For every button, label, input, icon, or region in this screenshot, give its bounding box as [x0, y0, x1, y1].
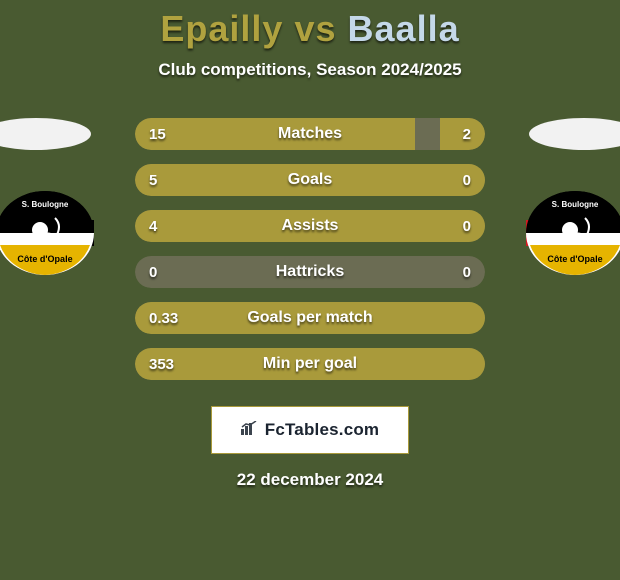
chart-icon [241, 421, 259, 440]
stat-row: 353Min per goal [135, 348, 485, 380]
player1-side: S. Boulogne Côte d'Opale [0, 118, 120, 276]
stat-right-value: 0 [449, 210, 485, 242]
stat-label: Assists [135, 210, 485, 242]
svg-text:Côte d'Opale: Côte d'Opale [547, 254, 602, 264]
comparison-bars: 15Matches25Goals04Assists00Hattricks00.3… [135, 118, 485, 394]
subtitle: Club competitions, Season 2024/2025 [0, 60, 620, 80]
stat-row: 15Matches2 [135, 118, 485, 150]
svg-text:Côte d'Opale: Côte d'Opale [17, 254, 72, 264]
stat-label: Goals [135, 164, 485, 196]
stat-row: 0.33Goals per match [135, 302, 485, 334]
date-label: 22 december 2024 [0, 470, 620, 490]
stat-label: Goals per match [135, 302, 485, 334]
svg-text:S. Boulogne: S. Boulogne [552, 200, 599, 209]
stat-label: Hattricks [135, 256, 485, 288]
vs-label: vs [294, 8, 336, 49]
stat-right-value: 0 [449, 164, 485, 196]
stat-right-value: 2 [449, 118, 485, 150]
player1-country-ellipse [0, 118, 91, 150]
stat-label: Min per goal [135, 348, 485, 380]
player2-club-logo: S. Boulogne Côte d'Opale [525, 190, 620, 276]
watermark-badge: FcTables.com [211, 406, 409, 454]
stat-row: 4Assists0 [135, 210, 485, 242]
player1-name: Epailly [160, 8, 283, 49]
player2-country-ellipse [529, 118, 620, 150]
stat-right-value [457, 302, 485, 334]
stat-row: 0Hattricks0 [135, 256, 485, 288]
player2-side: S. Boulogne Côte d'Opale [500, 118, 620, 276]
stat-label: Matches [135, 118, 485, 150]
boulogne-badge-icon: S. Boulogne Côte d'Opale [525, 190, 620, 276]
stat-right-value [457, 348, 485, 380]
stat-row: 5Goals0 [135, 164, 485, 196]
boulogne-badge-icon: S. Boulogne Côte d'Opale [0, 190, 95, 276]
watermark-text: FcTables.com [265, 420, 380, 440]
page-title: Epailly vs Baalla [0, 0, 620, 50]
stat-right-value: 0 [449, 256, 485, 288]
svg-text:S. Boulogne: S. Boulogne [22, 200, 69, 209]
player2-name: Baalla [348, 8, 460, 49]
player1-club-logo: S. Boulogne Côte d'Opale [0, 190, 95, 276]
